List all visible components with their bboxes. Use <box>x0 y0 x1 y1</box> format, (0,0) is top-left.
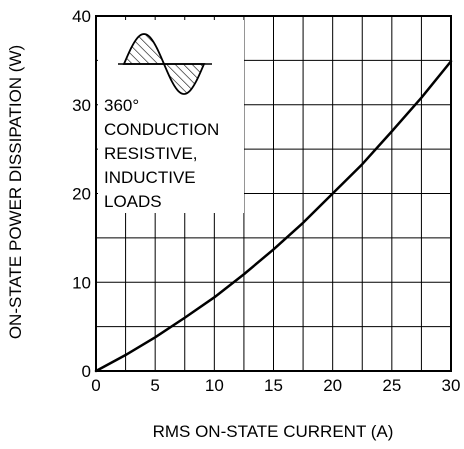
y-tick-label: 0 <box>82 362 91 381</box>
annotation-line: INDUCTIVE <box>104 168 196 187</box>
x-tick-label: 25 <box>382 376 401 395</box>
x-tick-label: 5 <box>150 376 159 395</box>
grid-layer <box>96 16 451 371</box>
y-axis-title: ON-STATE POWER DISSIPATION (W) <box>6 45 25 339</box>
x-axis-title: RMS ON-STATE CURRENT (A) <box>153 422 394 441</box>
x-tick-label: 15 <box>264 376 283 395</box>
y-tick-label: 40 <box>72 7 91 26</box>
annotation-line: 360° <box>104 96 139 115</box>
x-tick-label: 10 <box>205 376 224 395</box>
y-tick-label: 20 <box>72 185 91 204</box>
x-tick-label: 30 <box>442 376 461 395</box>
negative-half-cycle-icon <box>162 63 206 95</box>
y-tick-label: 10 <box>72 273 91 292</box>
sine-wave-conduction-icon <box>118 33 212 95</box>
x-tick-label: 20 <box>323 376 342 395</box>
annotation-line: LOADS <box>104 192 162 211</box>
power-dissipation-curve <box>94 60 453 373</box>
y-tick-label: 30 <box>72 96 91 115</box>
plot-frame <box>95 15 452 372</box>
y-tick-labels: 0 10 20 30 40 <box>72 7 91 381</box>
series-layer <box>94 60 453 373</box>
x-tick-labels: 0 5 10 15 20 25 30 <box>91 376 460 395</box>
annotation-line: RESISTIVE, <box>104 144 198 163</box>
annotation-layer: 360° CONDUCTION RESISTIVE, INDUCTIVE LOADS <box>98 20 244 213</box>
annotation-text: 360° CONDUCTION RESISTIVE, INDUCTIVE LOADS <box>104 96 219 211</box>
x-tick-label: 0 <box>91 376 100 395</box>
annotation-background <box>98 20 244 213</box>
positive-half-cycle-icon <box>122 33 166 65</box>
annotation-line: CONDUCTION <box>104 120 219 139</box>
